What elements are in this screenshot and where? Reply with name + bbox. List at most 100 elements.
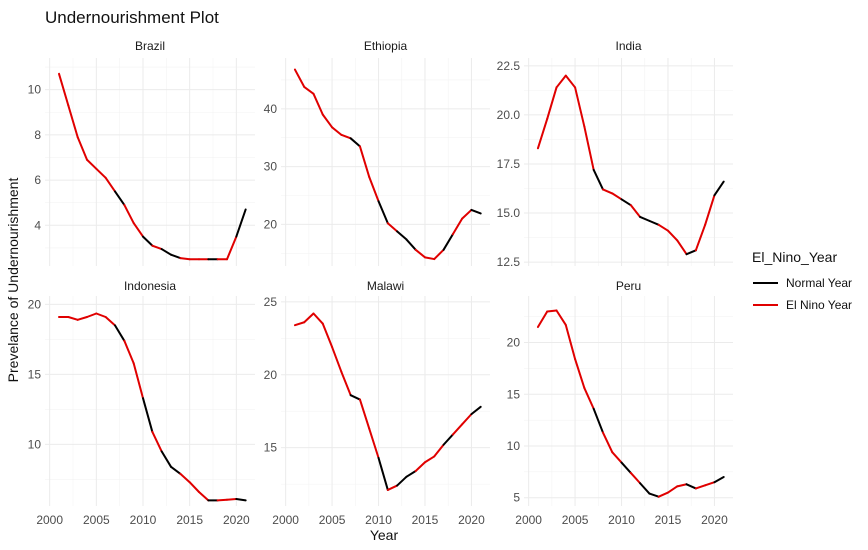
legend-label-el-nino-year: El Nino Year	[786, 298, 852, 312]
series-segment-malawi	[312, 312, 324, 325]
x-tick-label-peru: 2020	[701, 513, 728, 527]
x-tick-label-peru: 2000	[515, 513, 542, 527]
series-segment-peru	[601, 431, 614, 454]
series-segment-indonesia	[95, 312, 107, 318]
legend-title: El_Nino_Year	[752, 249, 837, 265]
series-segment-india	[648, 219, 660, 226]
panel-ethiopia: Ethiopia 20 30 40	[264, 39, 490, 266]
series-segment-brazil	[179, 257, 191, 261]
x-tick-label-malawi: 2010	[365, 513, 392, 527]
series-segment-indonesia	[76, 316, 88, 321]
series-segment-peru	[694, 484, 707, 490]
panel-india: India 12.5 15.0 17.5 20.0 22.5	[497, 39, 733, 269]
y-axis-label: Prevelance of Undernourishment	[5, 178, 21, 383]
series-segment-ethiopia	[303, 85, 315, 95]
series-segment-malawi	[433, 443, 445, 458]
series-segment-brazil	[114, 190, 126, 206]
series-segment-ethiopia	[312, 92, 324, 116]
series-segment-peru	[713, 476, 725, 484]
series-segment-ethiopia	[340, 133, 352, 140]
series-segment-ethiopia	[451, 217, 464, 236]
series-segment-malawi	[377, 456, 389, 491]
series-segment-peru	[676, 483, 688, 488]
series-segment-brazil	[132, 222, 144, 238]
series-segment-peru	[639, 482, 651, 495]
series-segment-india	[629, 204, 642, 218]
y-tick-label-india: 12.5	[497, 255, 521, 269]
series-segment-indonesia	[151, 430, 163, 453]
series-segment-malawi	[461, 413, 473, 426]
series-segment-india	[546, 86, 558, 120]
y-tick-label-india: 20.0	[497, 108, 521, 122]
series-segment-peru	[629, 471, 642, 485]
series-segment-ethiopia	[442, 233, 454, 251]
series-segment-ethiopia	[377, 200, 389, 225]
series-segment-ethiopia	[405, 238, 417, 251]
series-segment-india	[666, 229, 679, 242]
series-segment-ethiopia	[349, 137, 361, 148]
x-tick-label-indonesia: 2005	[83, 513, 110, 527]
series-segment-peru	[657, 491, 669, 498]
series-segment-indonesia	[132, 362, 144, 400]
series-segment-indonesia	[160, 450, 172, 468]
series-segment-malawi	[358, 398, 371, 430]
y-tick-label-brazil: 8	[34, 128, 41, 142]
y-tick-label-peru: 15	[507, 387, 521, 401]
series-segment-india	[694, 223, 707, 252]
y-tick-label-indonesia: 20	[28, 297, 42, 311]
series-segment-india	[657, 223, 669, 232]
series-segment-indonesia	[235, 498, 247, 502]
x-tick-label-indonesia: 2020	[223, 513, 250, 527]
series-segment-india	[564, 74, 577, 89]
series-segment-malawi	[396, 475, 408, 487]
series-segment-ethiopia	[321, 113, 334, 129]
series-segment-india	[704, 194, 716, 226]
series-segment-malawi	[386, 484, 399, 491]
series-segment-india	[676, 239, 688, 256]
series-segment-ethiopia	[358, 145, 371, 179]
series-segment-peru	[555, 309, 567, 326]
series-segment-ethiopia	[414, 248, 426, 259]
series-segment-malawi	[423, 455, 436, 464]
series-segment-indonesia	[142, 397, 154, 433]
series-segment-peru	[592, 407, 604, 434]
series-segment-peru	[648, 492, 660, 498]
series-segment-india	[536, 117, 549, 150]
y-tick-label-ethiopia: 30	[264, 160, 278, 174]
x-tick-label-indonesia: 2015	[176, 513, 203, 527]
y-tick-label-malawi: 15	[264, 441, 278, 455]
series-segment-india	[601, 188, 614, 195]
y-tick-label-brazil: 4	[34, 218, 41, 232]
series-segment-peru	[620, 461, 632, 474]
series-segment-peru	[685, 483, 697, 490]
series-segment-ethiopia	[368, 176, 380, 203]
series-segment-india	[713, 180, 725, 197]
y-tick-label-malawi: 25	[264, 295, 278, 309]
series-segment-india	[620, 198, 632, 207]
series-segment-ethiopia	[470, 208, 482, 215]
series-segment-brazil	[67, 104, 79, 139]
series-segment-india	[592, 168, 604, 191]
series-segment-brazil	[142, 235, 154, 247]
series-segment-brazil	[151, 244, 163, 251]
x-tick-label-peru: 2005	[562, 513, 589, 527]
panel-peru: Peru 2000 2005 2010 2015 2020 5 10 15 20	[507, 279, 733, 527]
y-tick-label-peru: 10	[507, 439, 521, 453]
series-segment-india	[574, 86, 586, 128]
legend-label-normal-year: Normal Year	[786, 276, 852, 290]
series-segment-peru	[666, 485, 679, 494]
series-segment-indonesia	[226, 498, 238, 501]
facet-label-brazil: Brazil	[135, 39, 165, 53]
y-tick-label-india: 17.5	[497, 157, 521, 171]
series-segment-indonesia	[198, 491, 210, 502]
facet-label-indonesia: Indonesia	[124, 279, 176, 293]
series-segment-brazil	[76, 136, 88, 161]
panel-brazil: Brazil 4 6 8 10	[28, 39, 255, 266]
series-segment-india	[555, 74, 567, 89]
series-segment-brazil	[170, 253, 182, 260]
series-segment-malawi	[321, 322, 334, 349]
series-segment-malawi	[331, 346, 343, 373]
y-tick-label-brazil: 6	[34, 173, 41, 187]
y-tick-label-ethiopia: 20	[264, 217, 278, 231]
